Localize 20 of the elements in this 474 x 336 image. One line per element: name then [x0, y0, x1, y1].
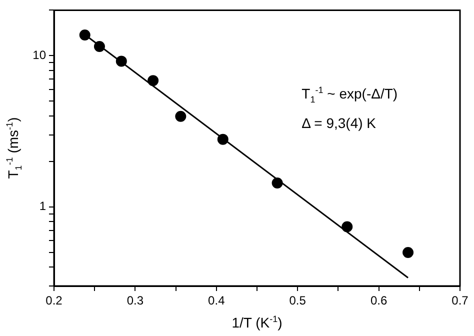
point — [342, 221, 353, 232]
point — [272, 177, 283, 188]
y-tick-label: 1 — [39, 199, 46, 214]
x-tick-label: 0.4 — [208, 294, 226, 308]
x-axis-title: 1/T (K$^{-1}$) — [232, 314, 282, 331]
point — [148, 75, 159, 86]
x-tick-label: 0.5 — [289, 294, 306, 308]
annotation: T$_{1}$$^{-1}$ ~ exp(-Δ/T) — [302, 85, 398, 105]
y-tick-label: 10 — [32, 48, 46, 62]
x-tick-label: 0.3 — [126, 294, 144, 308]
x-tick-label: 0.6 — [370, 294, 388, 308]
point — [94, 41, 105, 52]
point — [402, 246, 414, 258]
point — [116, 56, 127, 67]
point — [79, 30, 90, 41]
point — [217, 134, 228, 145]
x-tick-label: 0.7 — [452, 294, 469, 308]
point — [175, 110, 186, 122]
x-tick-label: 0.2 — [46, 294, 63, 308]
annotation: Δ = 9,3(4) K — [302, 115, 376, 132]
